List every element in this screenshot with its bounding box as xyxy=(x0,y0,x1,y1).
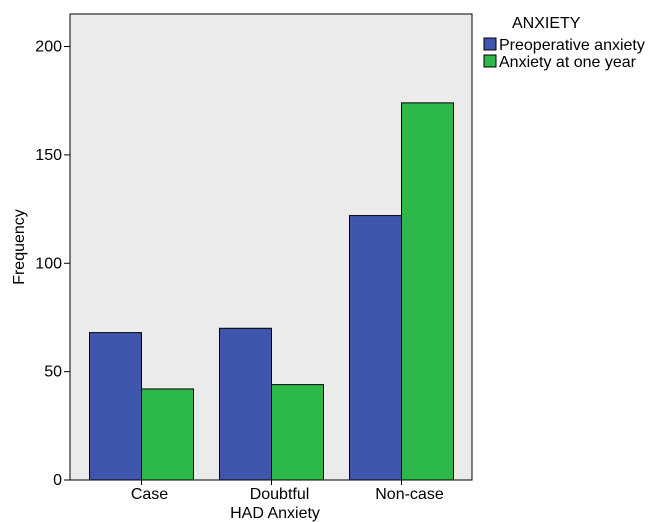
x-axis: Case Doubtful Non-case xyxy=(131,480,444,503)
bar-case-series-2 xyxy=(141,388,194,481)
bar-non-case-series-1 xyxy=(349,215,402,481)
x-tick-label: Doubtful xyxy=(250,486,310,503)
y-tick-label: 150 xyxy=(35,147,62,164)
legend-title: ANXIETY xyxy=(512,15,581,32)
y-tick-label: 200 xyxy=(35,39,62,56)
x-axis-title: HAD Anxiety xyxy=(230,505,320,522)
y-tick-label: 50 xyxy=(44,364,62,381)
bars-group xyxy=(89,102,454,481)
x-tick-label: Non-case xyxy=(375,486,444,503)
x-tick-label: Case xyxy=(131,486,168,503)
y-axis: 0 50 100 150 200 xyxy=(35,39,70,489)
legend-label-2: Anxiety at one year xyxy=(499,54,637,71)
legend-label-1: Preoperative anxiety xyxy=(499,37,645,54)
bar-doubtful-series-1 xyxy=(219,327,272,481)
y-tick-label: 100 xyxy=(35,255,62,272)
legend-swatch-1 xyxy=(483,37,497,51)
y-tick-label: 0 xyxy=(53,472,62,489)
legend-swatch-2 xyxy=(483,54,497,68)
bar-non-case-series-2 xyxy=(401,102,454,481)
y-axis-title: Frequency xyxy=(11,209,28,285)
bar-doubtful-series-2 xyxy=(271,384,324,481)
bar-case-series-1 xyxy=(89,332,142,481)
